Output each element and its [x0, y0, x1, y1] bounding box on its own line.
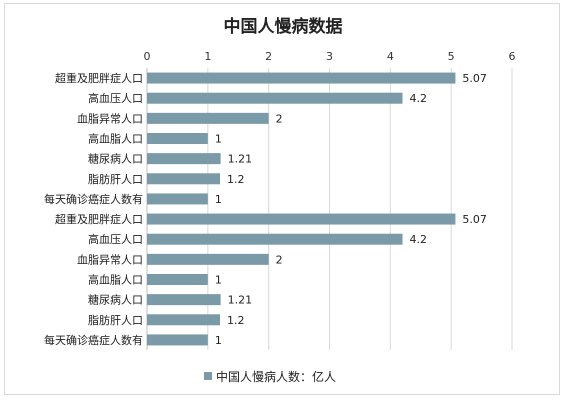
- data-label: 1: [215, 133, 222, 146]
- category-label: 超重及肥胖症人口: [55, 71, 143, 85]
- bar: [147, 233, 403, 245]
- data-label: 4.2: [410, 92, 428, 105]
- bar: [147, 72, 456, 84]
- category-label: 高血脂人口: [88, 273, 143, 287]
- category-label: 每天确诊癌症人数有: [44, 333, 143, 347]
- bar: [147, 294, 221, 306]
- bar: [147, 274, 208, 285]
- data-label: 1: [215, 193, 222, 206]
- data-label: 4.2: [410, 233, 428, 246]
- bar: [147, 213, 456, 225]
- bar: [147, 314, 220, 326]
- data-label: 2: [276, 112, 283, 125]
- bar: [147, 193, 208, 205]
- chart-frame: [4, 3, 560, 395]
- category-label: 高血脂人口: [88, 132, 143, 146]
- bar: [147, 133, 208, 144]
- x-axis-ticks: 0 1 2 3 4 5 6: [144, 50, 516, 63]
- gridlines: [146, 68, 513, 350]
- data-label: 2: [276, 253, 283, 266]
- data-label: 1.21: [228, 294, 253, 307]
- x-tick-label: 3: [326, 50, 333, 63]
- x-tick-label: 5: [448, 50, 455, 63]
- category-label: 血脂异常人口: [77, 252, 143, 266]
- x-tick-label: 4: [387, 50, 394, 63]
- data-label: 5.07: [462, 72, 487, 85]
- category-label: 血脂异常人口: [77, 111, 143, 125]
- bar: [147, 173, 220, 185]
- legend-swatch: [204, 372, 212, 380]
- bar: [147, 153, 221, 165]
- category-label: 脂肪肝人口: [88, 313, 143, 327]
- bars: 超重及肥胖症人口 5.07 高血压人口 4.2 血脂异常人口 2 高血脂人口 1 糖尿病人口 1.…: [44, 71, 487, 347]
- data-label: 1.2: [227, 173, 245, 186]
- category-label: 高血压人口: [88, 232, 143, 246]
- category-label: 超重及肥胖症人口: [55, 212, 143, 226]
- bar: [147, 92, 403, 104]
- bar: [147, 253, 269, 265]
- category-label: 糖尿病人口: [88, 152, 143, 166]
- x-tick-label: 0: [144, 50, 151, 63]
- data-label: 1.21: [228, 153, 253, 166]
- chart-title: 中国人慢病数据: [224, 16, 343, 37]
- bar: [147, 112, 269, 124]
- legend-label: 中国人慢病人数：亿人: [216, 369, 336, 384]
- data-label: 1.2: [227, 314, 245, 327]
- x-tick-label: 1: [204, 50, 211, 63]
- legend: 中国人慢病人数：亿人: [204, 369, 336, 384]
- category-label: 脂肪肝人口: [88, 172, 143, 186]
- data-label: 1: [215, 334, 222, 347]
- category-label: 糖尿病人口: [88, 293, 143, 307]
- category-label: 高血压人口: [88, 91, 143, 105]
- data-label: 1: [215, 274, 222, 287]
- bar: [147, 334, 208, 346]
- x-tick-label: 2: [265, 50, 272, 63]
- category-label: 每天确诊癌症人数有: [44, 192, 143, 206]
- data-label: 5.07: [462, 213, 487, 226]
- x-tick-label: 6: [509, 50, 516, 63]
